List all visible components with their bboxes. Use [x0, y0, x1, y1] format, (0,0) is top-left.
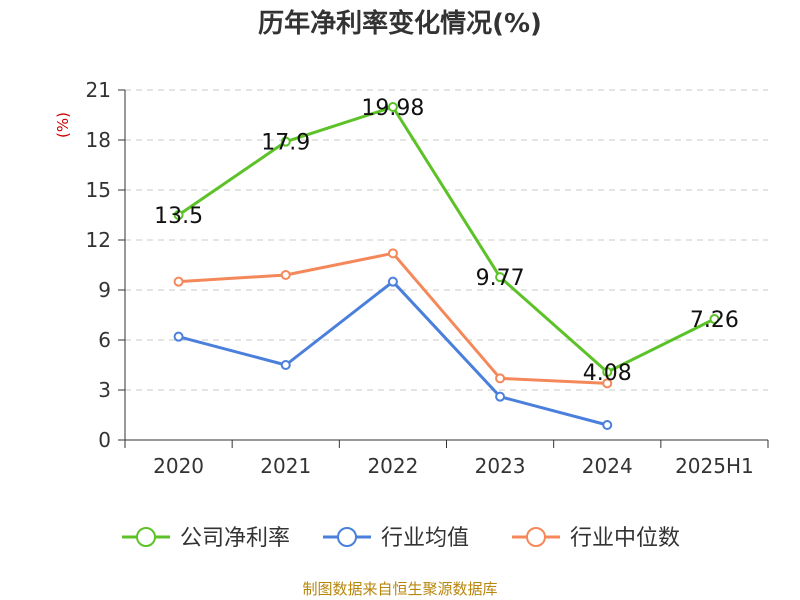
data-point: [495, 391, 506, 402]
x-tick-label: 2025H1: [675, 454, 754, 478]
series-line-1: [178, 280, 608, 427]
data-point: [173, 331, 184, 342]
x-tick-label: 2024: [582, 454, 633, 478]
legend-label: 公司净利率: [180, 526, 290, 551]
data-point: [280, 270, 291, 280]
data-label: 17.9: [261, 131, 310, 156]
data-point: [387, 276, 398, 287]
y-tick-labels: 0 3 6 9 12 15 18 21: [86, 78, 111, 452]
y-tick-label: 6: [98, 328, 111, 352]
y-tick-label: 12: [86, 228, 111, 252]
data-label: 9.77: [476, 266, 525, 291]
series-lines: [173, 102, 720, 430]
y-tick-label: 3: [98, 378, 111, 402]
data-label: 4.08: [583, 361, 632, 386]
data-point: [602, 378, 613, 389]
data-label: 13.5: [154, 204, 203, 229]
legend-marker: [337, 527, 357, 547]
data-point: [280, 360, 291, 370]
data-point: [602, 420, 613, 430]
grid-lines: [125, 89, 768, 391]
data-labels: 13.5 17.9 19.98 9.77 4.08 7.26: [154, 96, 739, 386]
x-tick-labels: 2020 2021 2022 2023 2024 2025H1: [153, 454, 754, 478]
y-tick-label: 21: [86, 78, 111, 102]
legend-item-0[interactable]: 公司净利率: [122, 526, 290, 551]
source-note: 制图数据来自恒生聚源数据库: [302, 580, 497, 598]
y-tick-label: 9: [98, 278, 111, 302]
legend-item-2[interactable]: 行业中位数: [512, 526, 680, 551]
legend-marker: [526, 527, 546, 547]
data-point: [173, 276, 184, 287]
legend-item-1[interactable]: 行业均值: [323, 526, 469, 551]
series-line-2: [178, 251, 608, 385]
data-label: 19.98: [361, 96, 424, 121]
y-tick-label: 18: [86, 128, 111, 152]
x-tick-label: 2023: [475, 454, 526, 478]
y-axis-label: (%): [54, 112, 72, 138]
data-point: [495, 272, 506, 283]
chart-title: 历年净利率变化情况(%): [258, 8, 542, 39]
y-tick-label: 15: [86, 178, 111, 202]
series-line-0: [177, 105, 716, 374]
data-point: [173, 210, 184, 220]
data-label: 7.26: [690, 308, 739, 333]
data-point: [602, 367, 613, 377]
data-point: [495, 373, 506, 384]
legend-marker: [136, 527, 156, 547]
data-point: [387, 248, 398, 259]
axes: [118, 89, 769, 448]
data-point: [387, 102, 398, 112]
x-tick-label: 2020: [153, 454, 204, 478]
y-tick-label: 0: [98, 428, 111, 452]
legend-label: 行业中位数: [570, 526, 680, 551]
data-point: [280, 136, 291, 147]
legend[interactable]: 公司净利率 行业均值 行业中位数: [122, 526, 680, 551]
data-point: [709, 314, 720, 324]
x-tick-label: 2022: [367, 454, 418, 478]
legend-label: 行业均值: [381, 526, 469, 551]
x-tick-label: 2021: [260, 454, 311, 478]
